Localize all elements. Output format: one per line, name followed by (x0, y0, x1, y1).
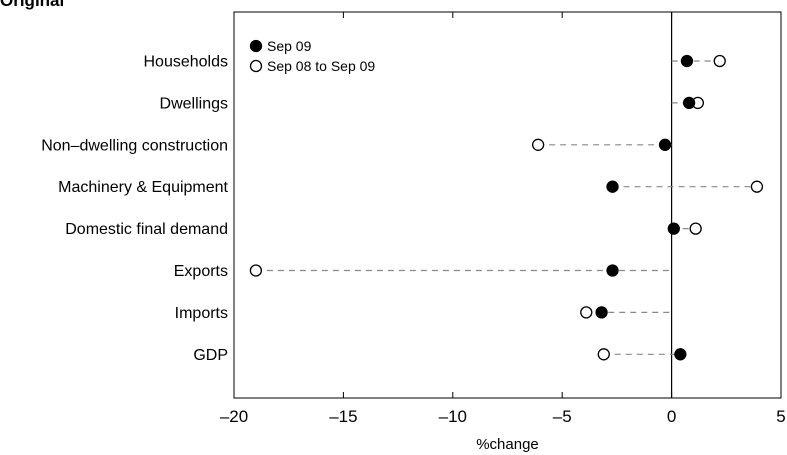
x-axis-title: %change (476, 436, 539, 453)
point-sep-09 (658, 138, 672, 151)
point-sep-09 (682, 96, 696, 110)
x-tick-label: –20 (220, 407, 248, 426)
x-tick-label: –15 (329, 407, 357, 426)
data-markers (249, 54, 764, 361)
point-sep-09 (606, 180, 619, 193)
category-label: Exports (174, 263, 228, 280)
point-sep-09 (667, 222, 680, 235)
x-tick-label: –10 (439, 407, 467, 426)
point-sep-08-to-sep-09 (249, 264, 263, 277)
x-axis-ticks: –20 –15 –10 –5 0 5 (220, 12, 786, 426)
category-label: Dwellings (160, 95, 228, 112)
point-sep-08-to-sep-09 (597, 348, 610, 361)
point-sep-08-to-sep-09 (580, 306, 593, 319)
category-label: Imports (175, 305, 228, 322)
legend-marker (249, 59, 263, 73)
category-label: Non–dwelling construction (41, 137, 228, 154)
category-labels: Households Dwellings Non–dwelling construc… (41, 54, 228, 364)
x-tick-label: 0 (667, 407, 676, 426)
point-sep-08-to-sep-09 (689, 222, 702, 235)
x-tick-label: 5 (776, 407, 785, 426)
category-label: Machinery & Equipment (58, 179, 228, 196)
legend: Sep 09 Sep 08 to Sep 09 (249, 38, 375, 74)
connector-lines (255, 60, 757, 355)
category-label: Households (144, 54, 229, 71)
point-sep-09 (680, 54, 694, 68)
chart-heading: Original (0, 0, 64, 10)
point-sep-09 (674, 348, 687, 361)
x-tick-label: –5 (553, 407, 572, 426)
category-label: GDP (193, 347, 228, 364)
plot-frame (233, 11, 782, 399)
legend-label: Sep 08 to Sep 09 (267, 58, 375, 74)
point-sep-08-to-sep-09 (750, 180, 764, 193)
legend-label: Sep 09 (267, 38, 312, 54)
point-sep-08-to-sep-09 (531, 138, 545, 151)
point-sep-09 (606, 264, 619, 277)
point-sep-09 (595, 306, 608, 319)
category-label: Domestic final demand (65, 221, 228, 238)
legend-marker (249, 39, 263, 53)
point-sep-08-to-sep-09 (713, 54, 726, 68)
